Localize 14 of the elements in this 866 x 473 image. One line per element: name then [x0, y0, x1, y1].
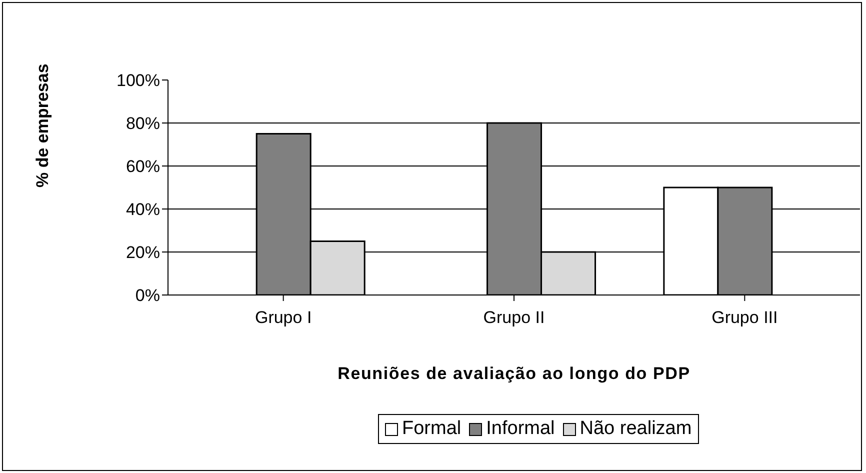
- x-tick-label: Grupo II: [483, 308, 545, 328]
- legend-label: Informal: [486, 418, 555, 440]
- y-tick-label: 0%: [135, 286, 160, 306]
- y-tick-label: 80%: [126, 114, 160, 134]
- legend-label: Não realizam: [580, 418, 692, 440]
- y-tick-label: 20%: [126, 243, 160, 262]
- x-tick-label: Grupo I: [254, 308, 312, 328]
- x-tick-label: Grupo III: [712, 308, 778, 328]
- x-axis-title: Reuniões de avaliação ao longo do PDP: [338, 364, 690, 384]
- y-tick-label: 100%: [116, 71, 160, 90]
- y-tick-label: 60%: [126, 157, 160, 176]
- legend-label: Formal: [402, 418, 462, 440]
- y-axis-title: % de empresas: [33, 64, 52, 188]
- y-tick-label: 40%: [126, 200, 160, 220]
